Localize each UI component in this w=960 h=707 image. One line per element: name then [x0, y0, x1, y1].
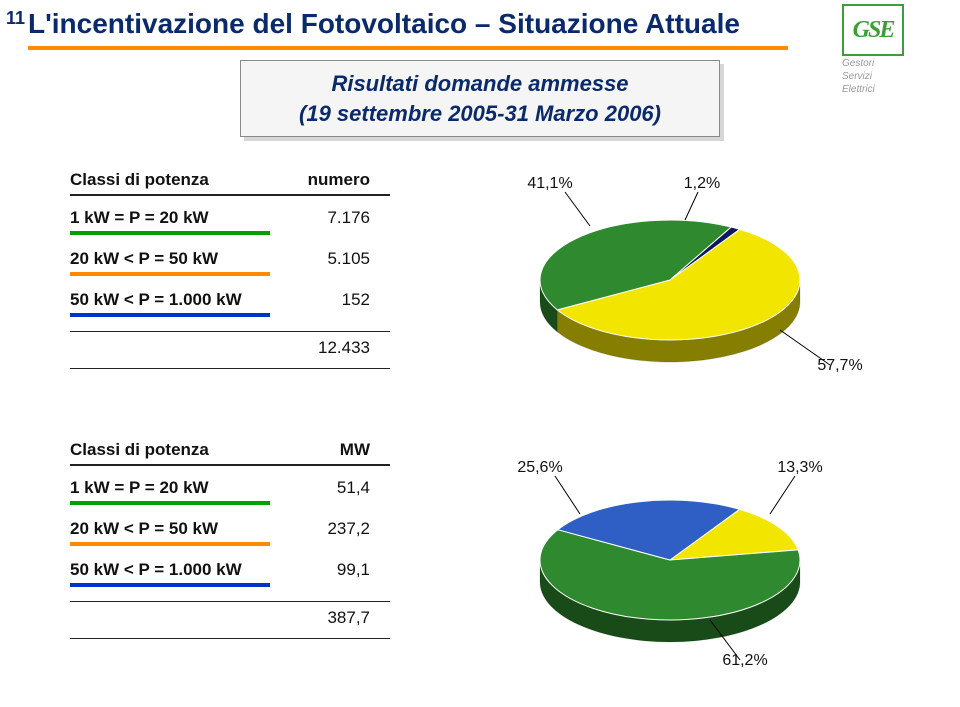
pie-svg: 13,3% 61,2% 25,6%: [450, 450, 870, 670]
total-line: [70, 368, 390, 369]
table-row: 50 kW < P = 1.000 kW 152: [70, 290, 390, 310]
row-val: 237,2: [270, 519, 370, 539]
table-mw: Classi di potenza MW 1 kW = P = 20 kW 51…: [70, 440, 390, 639]
svg-text:25,6%: 25,6%: [517, 459, 562, 476]
subtitle-box: Risultati domande ammesse (19 settembre …: [240, 60, 720, 137]
logo-abbr: GSE: [842, 4, 904, 56]
table-row: 20 kW < P = 50 kW 5.105: [70, 249, 390, 269]
table-header: Classi di potenza MW: [70, 440, 390, 460]
svg-text:61,2%: 61,2%: [722, 652, 767, 669]
row-label: 20 kW < P = 50 kW: [70, 519, 270, 539]
subtitle-line2: (19 settembre 2005-31 Marzo 2006): [253, 99, 707, 129]
row-val: 7.176: [270, 208, 370, 228]
table-total: 387,7: [70, 608, 390, 628]
table-numero: Classi di potenza numero 1 kW = P = 20 k…: [70, 170, 390, 369]
header-val: MW: [270, 440, 370, 460]
row-underline-blue: [70, 313, 270, 317]
row-val: 5.105: [270, 249, 370, 269]
row-label: 1 kW = P = 20 kW: [70, 208, 270, 228]
svg-text:41,1%: 41,1%: [527, 175, 572, 192]
header-label: Classi di potenza: [70, 170, 270, 190]
svg-text:1,2%: 1,2%: [684, 175, 720, 192]
logo-sub1: Gestori: [842, 58, 942, 69]
total-val: 12.433: [270, 338, 370, 358]
slide-number: 11: [6, 8, 25, 29]
table-row: 1 kW = P = 20 kW 51,4: [70, 478, 390, 498]
row-val: 51,4: [270, 478, 370, 498]
table-total: 12.433: [70, 338, 390, 358]
row-label: 50 kW < P = 1.000 kW: [70, 560, 270, 580]
logo: GSE Gestori Servizi Elettrici: [842, 4, 942, 95]
subtitle-line1: Risultati domande ammesse: [253, 69, 707, 99]
row-label: 20 kW < P = 50 kW: [70, 249, 270, 269]
pie-svg: 57,7% 41,1% 1,2%: [450, 170, 870, 390]
logo-sub3: Elettrici: [842, 84, 942, 95]
table-row: 50 kW < P = 1.000 kW 99,1: [70, 560, 390, 580]
pie-chart-mw: 13,3% 61,2% 25,6%: [450, 450, 870, 670]
table-row: 20 kW < P = 50 kW 237,2: [70, 519, 390, 539]
table-row: 1 kW = P = 20 kW 7.176: [70, 208, 390, 228]
total-line: [70, 638, 390, 639]
total-val: 387,7: [270, 608, 370, 628]
header-label: Classi di potenza: [70, 440, 270, 460]
row-val: 152: [270, 290, 370, 310]
logo-sub2: Servizi: [842, 71, 942, 82]
row-underline-green: [70, 231, 270, 235]
row-label: 50 kW < P = 1.000 kW: [70, 290, 270, 310]
row-underline-orange: [70, 542, 270, 546]
svg-text:57,7%: 57,7%: [817, 357, 862, 374]
table-header: Classi di potenza numero: [70, 170, 390, 190]
page-title: L'incentivazione del Fotovoltaico – Situ…: [28, 8, 740, 40]
row-val: 99,1: [270, 560, 370, 580]
header-underline: [70, 194, 390, 196]
row-underline-orange: [70, 272, 270, 276]
title-underline: [28, 46, 788, 50]
svg-text:13,3%: 13,3%: [777, 459, 822, 476]
row-label: 1 kW = P = 20 kW: [70, 478, 270, 498]
header-underline: [70, 464, 390, 466]
row-underline-blue: [70, 583, 270, 587]
total-line: [70, 601, 390, 602]
total-line: [70, 331, 390, 332]
pie-chart-numero: 57,7% 41,1% 1,2%: [450, 170, 870, 390]
row-underline-green: [70, 501, 270, 505]
header-val: numero: [270, 170, 370, 190]
